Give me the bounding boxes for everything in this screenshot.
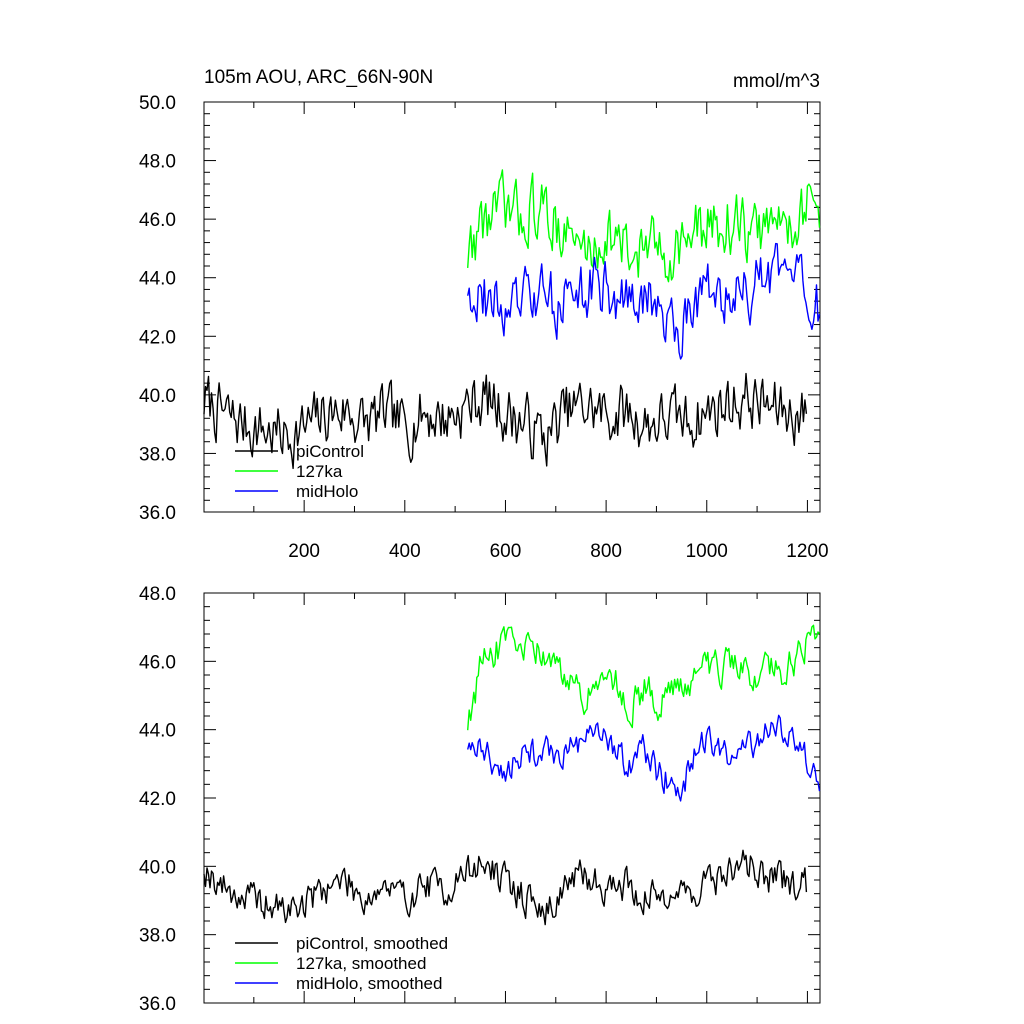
x-tick-label: 1200 <box>786 541 828 562</box>
legend-label: piControl, smoothed <box>296 934 448 953</box>
y-tick-label: 42.0 <box>139 789 176 810</box>
x-tick-label: 800 <box>590 541 622 562</box>
y-tick-label: 44.0 <box>139 721 176 742</box>
series-line-0 <box>203 372 808 470</box>
y-tick-label: 40.0 <box>139 386 176 407</box>
units-label: mmol/m^3 <box>733 71 820 92</box>
x-tick-label: 1000 <box>686 541 728 562</box>
y-tick-label: 38.0 <box>139 444 176 465</box>
y-tick-label: 50.0 <box>139 93 176 114</box>
y-tick-label: 36.0 <box>139 994 176 1015</box>
y-tick-label: 44.0 <box>139 269 176 290</box>
x-tick-label: 400 <box>389 541 421 562</box>
legend-label: piControl <box>296 442 364 461</box>
y-tick-label: 46.0 <box>139 210 176 231</box>
series-line-1 <box>467 169 821 283</box>
chart-title: 105m AOU, ARC_66N-90N <box>204 67 433 88</box>
y-tick-label: 40.0 <box>139 857 176 878</box>
y-tick-label: 36.0 <box>139 503 176 524</box>
series-line-2 <box>467 242 821 360</box>
x-tick-label: 600 <box>490 541 522 562</box>
y-tick-label: 48.0 <box>139 584 176 605</box>
y-tick-label: 46.0 <box>139 652 176 673</box>
series-line-0 <box>203 849 808 926</box>
legend-label: 127ka <box>296 462 343 481</box>
legend-label: midHolo, smoothed <box>296 974 442 993</box>
legend-label: 127ka, smoothed <box>296 954 426 973</box>
plot-frame <box>203 101 821 513</box>
series-line-1 <box>467 624 821 731</box>
top-panel: 36.0 38.0 40.0 42.0 44.0 46.0 48.0 50.0 200 400 60… <box>139 93 829 562</box>
y-tick-label: 42.0 <box>139 327 176 348</box>
y-tick-label: 48.0 <box>139 152 176 173</box>
y-tick-label: 38.0 <box>139 926 176 947</box>
x-tick-label: 200 <box>288 541 320 562</box>
legend-label: midHolo <box>296 482 358 501</box>
series-line-2 <box>467 714 821 802</box>
bottom-panel: 36.0 38.0 40.0 42.0 44.0 46.0 48.0 piControl, s… <box>139 584 821 1015</box>
